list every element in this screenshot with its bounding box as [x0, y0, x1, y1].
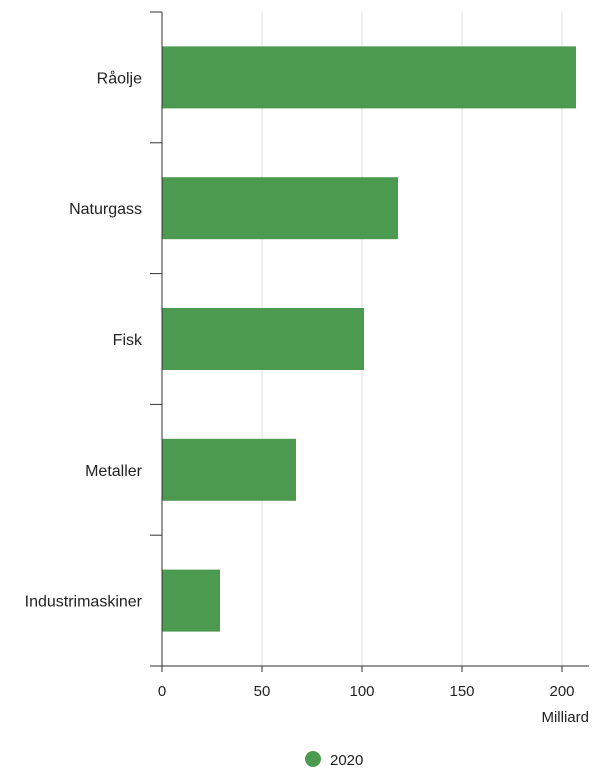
- legend[interactable]: 2020: [305, 751, 363, 769]
- x-tick-label-100: 100: [349, 683, 374, 700]
- bar-2[interactable]: [162, 177, 398, 240]
- x-tick-label-150: 150: [449, 683, 474, 700]
- labels: 0 50 100 150 200 Råolje Naturgass Fisk Metaller I…: [25, 69, 575, 700]
- bar-5[interactable]: [162, 569, 220, 632]
- category-label-5: Industrimaskiner: [25, 594, 143, 611]
- legend-swatch-2020: [305, 751, 321, 767]
- x-tick-label-0: 0: [158, 683, 166, 700]
- category-label-3: Fisk: [113, 332, 143, 349]
- category-label-4: Metaller: [85, 463, 143, 480]
- category-label-1: Råolje: [97, 69, 142, 87]
- bars: [162, 46, 576, 632]
- x-tick-label-50: 50: [254, 683, 271, 700]
- x-axis-unit-label: Milliard: [541, 709, 589, 726]
- x-tick-label-200: 200: [549, 683, 574, 700]
- axes: [150, 11, 589, 672]
- bar-4[interactable]: [162, 438, 296, 501]
- bar-3[interactable]: [162, 308, 364, 370]
- category-label-2: Naturgass: [69, 201, 142, 218]
- legend-label-2020: 2020: [330, 752, 363, 768]
- bar-1[interactable]: [162, 46, 576, 109]
